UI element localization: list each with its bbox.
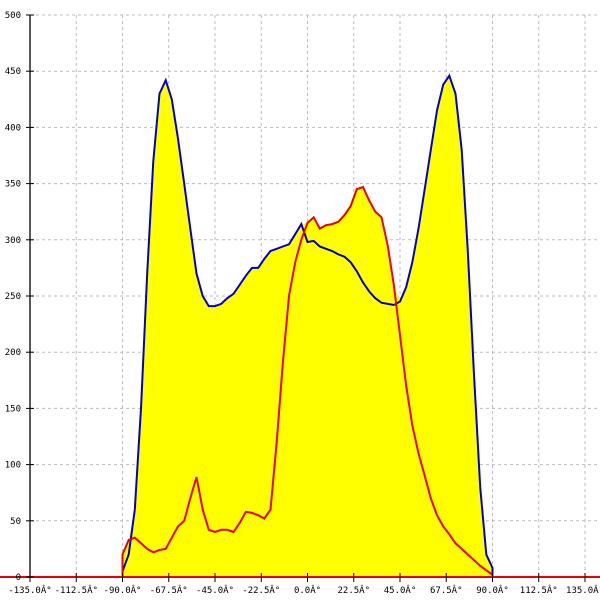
x-tick-label: -135.0Â° — [8, 584, 51, 596]
x-tick-label: -90.0Â° — [104, 584, 142, 596]
y-tick-label: 200 — [5, 348, 21, 358]
ticks: -135.0Â° -112.5Â° -90.0Â° -67.5Â° -45.0Â° -22… — [5, 11, 600, 596]
y-tick-label: 350 — [5, 180, 21, 190]
x-tick-label: 67.5Â° — [430, 584, 463, 596]
y-tick-label: 450 — [5, 67, 21, 77]
x-tick-label: -22.5Â° — [242, 584, 280, 596]
x-tick-label: 90.0Â° — [476, 584, 509, 596]
x-tick-label: -112.5Â° — [55, 584, 98, 596]
y-tick-label: 50 — [10, 517, 21, 527]
y-tick-label: 400 — [5, 123, 21, 133]
y-tick-label: 300 — [5, 236, 21, 246]
x-tick-label: 0.0Â° — [294, 584, 321, 596]
x-tick-label: 112.5Â° — [520, 584, 558, 596]
x-tick-label: 22.5Â° — [337, 584, 370, 596]
x-tick-label: -67.5Â° — [150, 584, 188, 596]
y-tick-label: 500 — [5, 11, 21, 21]
series-blue-line — [121, 73, 494, 577]
x-tick-label: 135.0Â° — [566, 584, 600, 596]
x-tick-label: -45.0Â° — [196, 584, 234, 596]
x-tick-label: 45.0Â° — [384, 584, 417, 596]
y-tick-label: 250 — [5, 292, 21, 302]
y-tick-label: 150 — [5, 404, 21, 414]
y-tick-label: 0 — [16, 573, 21, 583]
series-red-line — [30, 185, 585, 578]
y-tick-label: 100 — [5, 461, 21, 471]
area-fill — [122, 75, 493, 577]
